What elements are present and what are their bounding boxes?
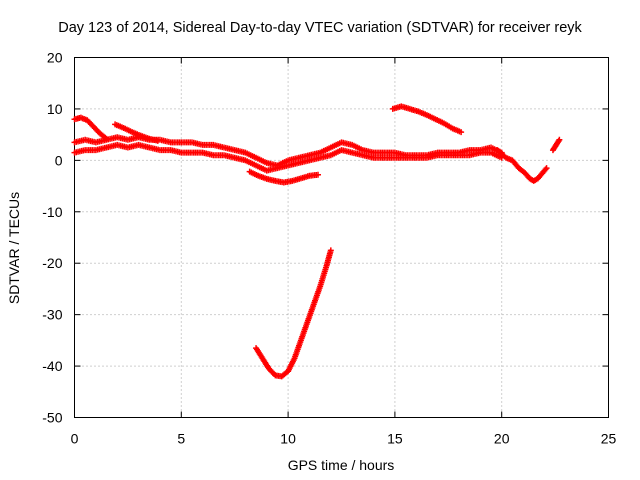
x-tick-label: 10 <box>280 431 296 447</box>
data-point <box>327 247 334 254</box>
y-tick-label: 20 <box>47 50 63 66</box>
data-point <box>556 136 563 143</box>
x-tick-label: 15 <box>387 431 403 447</box>
plot-area <box>74 57 609 418</box>
data-marks <box>71 103 563 380</box>
data-point <box>458 129 465 136</box>
y-tick-label: -10 <box>42 204 62 220</box>
series-j-hook <box>253 247 334 380</box>
y-tick-label: -20 <box>42 255 62 271</box>
x-axis-label: GPS time / hours <box>287 457 395 473</box>
data-point <box>315 171 322 178</box>
y-tick-label: -30 <box>42 307 62 323</box>
x-tick-label: 25 <box>601 431 617 447</box>
series-upper-track <box>112 121 161 144</box>
series-start-arc <box>71 114 110 142</box>
x-tick-label: 20 <box>494 431 510 447</box>
series-main-band-lower <box>71 141 505 174</box>
data-point <box>103 135 110 142</box>
chart-title: Day 123 of 2014, Sidereal Day-to-day VTE… <box>58 20 582 36</box>
x-tick-label: 0 <box>71 431 79 447</box>
series-late-arc <box>389 103 465 136</box>
axis-ticks: 0 5 10 15 20 25 -50 -40 -30 -20 -10 0 10 20 <box>42 50 616 447</box>
series-tail-end <box>549 136 563 154</box>
y-axis-label: SDTVAR / TECUs <box>6 191 22 305</box>
y-tick-label: -40 <box>42 358 62 374</box>
y-tick-label: -50 <box>42 410 62 426</box>
y-tick-label: 10 <box>47 101 63 117</box>
y-tick-label: 0 <box>55 152 63 168</box>
series-tail-cluster <box>494 147 550 184</box>
x-tick-label: 5 <box>177 431 185 447</box>
grid <box>74 57 609 418</box>
data-point <box>154 137 161 144</box>
data-point <box>543 165 550 172</box>
series-dip-track <box>246 168 322 186</box>
